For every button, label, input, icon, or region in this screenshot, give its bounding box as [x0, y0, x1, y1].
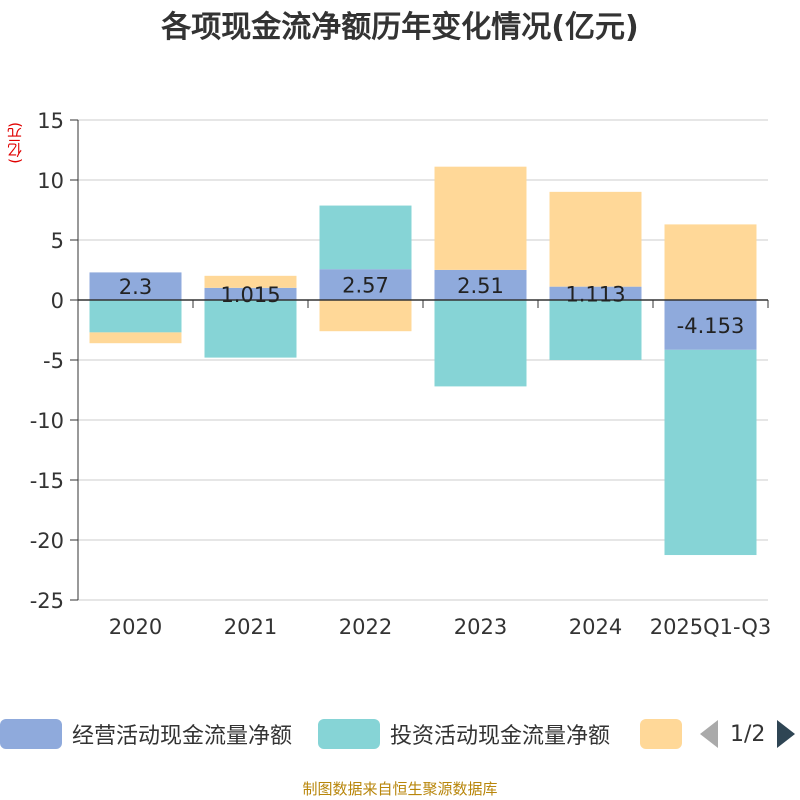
x-category-label: 2024: [569, 615, 622, 639]
legend: 经营活动现金流量净额 投资活动现金流量净额: [0, 716, 800, 752]
bar-series2-2025Q1-Q3[interactable]: [664, 224, 757, 300]
data-label: 2.51: [457, 274, 504, 298]
data-label: 2.57: [342, 274, 389, 298]
bar-series0-2020[interactable]: [89, 272, 182, 300]
data-label: 1.015: [220, 283, 280, 307]
y-tick-label: 10: [37, 169, 64, 193]
x-category-label: 2021: [224, 615, 277, 639]
legend-label-investing: 投资活动现金流量净额: [390, 724, 611, 749]
x-category-label: 2025Q1-Q3: [650, 615, 772, 639]
bar-series0-2021[interactable]: [204, 287, 297, 300]
bar-series1-2021[interactable]: [204, 300, 297, 358]
bar-series0-2023[interactable]: [434, 269, 527, 300]
bar-series0-2024[interactable]: [549, 286, 642, 300]
legend-swatch-financing: [640, 719, 682, 749]
y-tick-label: -5: [43, 349, 64, 373]
bar-series1-2025Q1-Q3[interactable]: [664, 349, 757, 556]
chart-canvas: 15 10 5 0 -5 -10 -15 -20 -25 2.3 1.015 2.57 2.51 1.11…: [30, 109, 772, 639]
bar-series2-2020[interactable]: [89, 332, 182, 344]
bar-series1-2020[interactable]: [89, 300, 182, 333]
bar-series2-2024[interactable]: [549, 191, 642, 287]
y-tick-label: -25: [30, 589, 64, 613]
x-category-label: 2022: [339, 615, 392, 639]
legend-item-operating[interactable]: 经营活动现金流量净额: [0, 716, 292, 752]
bar-series2-2023[interactable]: [434, 166, 527, 270]
data-source-note: 制图数据来自恒生聚源数据库: [302, 780, 498, 798]
x-category-label: 2020: [109, 615, 162, 639]
legend-item-financing[interactable]: [640, 716, 692, 752]
bar-series0-2022[interactable]: [319, 269, 412, 300]
bar-series0-2025Q1-Q3[interactable]: [664, 300, 757, 350]
chart-title: 各项现金流净额历年变化情况(亿元): [161, 10, 639, 45]
bar-series1-2023[interactable]: [434, 300, 527, 387]
data-label: 1.113: [565, 282, 625, 306]
bar-series2-2021[interactable]: [204, 275, 297, 288]
legend-next-page-icon[interactable]: [777, 720, 796, 748]
data-label: 2.3: [119, 275, 152, 299]
legend-item-investing[interactable]: 投资活动现金流量净额: [318, 716, 610, 752]
bar-series1-2022[interactable]: [319, 205, 412, 270]
y-tick-label: 15: [37, 109, 64, 133]
bar-series2-2022[interactable]: [319, 300, 412, 332]
data-label: -4.153: [677, 314, 745, 338]
bar-series1-2024[interactable]: [549, 300, 642, 360]
legend-prev-page-icon[interactable]: [700, 720, 718, 748]
legend-label-operating: 经营活动现金流量净额: [72, 724, 293, 749]
y-tick-label: -20: [30, 529, 64, 553]
legend-page-indicator: 1/2: [730, 721, 766, 747]
legend-pager: 1/2: [700, 716, 796, 752]
y-tick-label: -10: [30, 409, 64, 433]
y-tick-label: -15: [30, 469, 64, 493]
y-tick-label: 0: [51, 289, 64, 313]
legend-swatch-investing: [318, 719, 380, 749]
y-tick-label: 5: [51, 229, 64, 253]
legend-swatch-operating: [0, 719, 62, 749]
x-category-label: 2023: [454, 615, 507, 639]
